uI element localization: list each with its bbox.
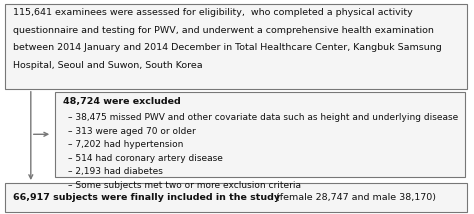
Text: (female 28,747 and male 38,170): (female 28,747 and male 38,170) <box>273 193 436 202</box>
Text: – 2,193 had diabetes: – 2,193 had diabetes <box>68 167 163 176</box>
Text: 66,917 subjects were finally included in the study: 66,917 subjects were finally included in… <box>13 193 281 202</box>
Text: – 7,202 had hypertension: – 7,202 had hypertension <box>68 140 183 149</box>
Bar <box>55 92 465 177</box>
Text: 48,724 were excluded: 48,724 were excluded <box>63 97 181 106</box>
Text: – 38,475 missed PWV and other covariate data such as height and underlying disea: – 38,475 missed PWV and other covariate … <box>68 113 458 122</box>
Text: – 514 had coronary artery disease: – 514 had coronary artery disease <box>68 154 223 163</box>
Text: 115,641 examinees were assessed for eligibility,  who completed a physical activ: 115,641 examinees were assessed for elig… <box>13 8 413 17</box>
Text: between 2014 January and 2014 December in Total Healthcare Center, Kangbuk Samsu: between 2014 January and 2014 December i… <box>13 43 442 52</box>
Text: questionnaire and testing for PWV, and underwent a comprehensive health examinat: questionnaire and testing for PWV, and u… <box>13 26 434 35</box>
Text: – Some subjects met two or more exclusion criteria: – Some subjects met two or more exclusio… <box>68 181 301 190</box>
Bar <box>5 183 467 212</box>
Text: Hospital, Seoul and Suwon, South Korea: Hospital, Seoul and Suwon, South Korea <box>13 61 203 70</box>
Bar <box>5 4 467 89</box>
Text: – 313 were aged 70 or older: – 313 were aged 70 or older <box>68 127 196 136</box>
